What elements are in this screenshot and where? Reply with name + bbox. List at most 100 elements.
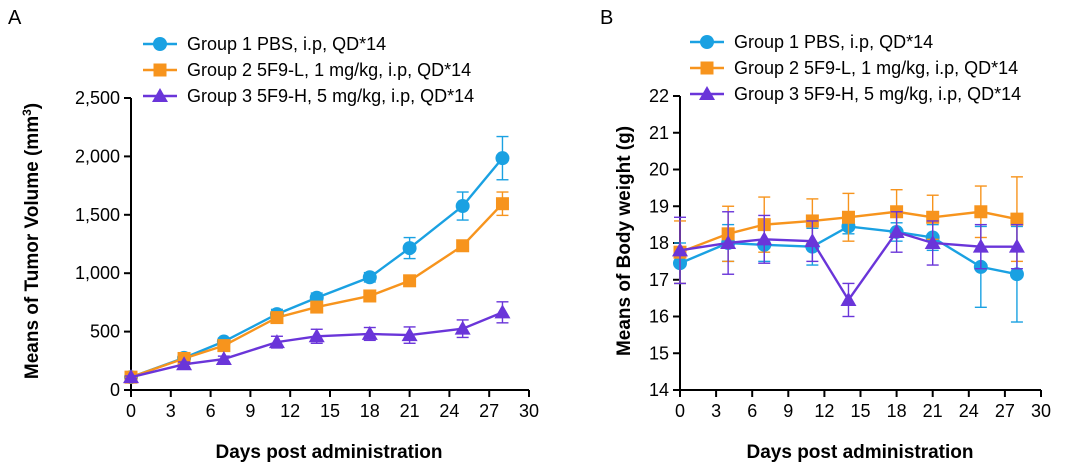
panel-b-x-tick-label: 9 xyxy=(783,401,793,421)
panel-b-y-tick-label: 14 xyxy=(649,380,669,400)
panel-a-x-tick-label: 6 xyxy=(206,401,216,421)
panel-a-data-point xyxy=(217,339,231,353)
panel-a-x-tick-label: 12 xyxy=(280,401,300,421)
panel-b-data-point xyxy=(672,242,688,257)
panel-a-data-point xyxy=(455,199,470,214)
panel-b-series-3 xyxy=(672,211,1025,318)
panel-b-legend-label: Group 3 5F9-H, 5 mg/kg, i.p, QD*14 xyxy=(734,84,1021,104)
panel-b-x-tick-label: 18 xyxy=(887,401,907,421)
panel-b-x-tick-label: 21 xyxy=(923,401,943,421)
panel-b-data-point xyxy=(840,291,857,306)
panel-b-y-tick-label: 20 xyxy=(649,160,669,180)
panel-b-y-tick-label: 15 xyxy=(649,343,669,363)
panel-b-data-point xyxy=(1009,267,1024,282)
panel-a-x-tick-label: 27 xyxy=(479,401,499,421)
panel-a-x-tick-label: 18 xyxy=(360,401,380,421)
panel-b-legend-item-3: Group 3 5F9-H, 5 mg/kg, i.p, QD*14 xyxy=(690,84,1021,104)
panel-a-series-2 xyxy=(124,191,509,384)
panel-b-legend-item-2: Group 2 5F9-L, 1 mg/kg, i.p, QD*14 xyxy=(690,58,1018,78)
panel-a-legend-label: Group 3 5F9-H, 5 mg/kg, i.p, QD*14 xyxy=(187,86,474,106)
panel-a-y-axis-title: Means of Tumor Volume (mm3) xyxy=(20,103,43,379)
panel-a-data-point xyxy=(454,320,471,335)
panel-b-data-point xyxy=(974,205,988,219)
panel-b-data-point xyxy=(841,210,855,224)
panel-a-data-point xyxy=(495,151,510,166)
panel-a-legend-marker xyxy=(153,37,167,51)
panel-a-data-point xyxy=(362,270,377,285)
panel-a-data-point xyxy=(123,369,139,384)
panel-b-y-tick-label: 19 xyxy=(649,196,669,216)
panel-a-x-tick-label: 21 xyxy=(400,401,420,421)
panel-a-x-tick-label: 0 xyxy=(126,401,136,421)
panel-a-x-tick-label: 9 xyxy=(245,401,255,421)
panel-a-y-tick-label: 0 xyxy=(110,380,120,400)
panel-b-x-axis-title: Days post administration xyxy=(747,442,974,463)
panel-a-legend-marker xyxy=(152,88,168,102)
panel-b-data-point xyxy=(804,233,821,248)
panel-a-y-tick-label: 1,500 xyxy=(75,205,120,225)
panel-b-legend-marker xyxy=(700,61,714,75)
panel-a-x-tick-label: 3 xyxy=(166,401,176,421)
panel-b-data-point xyxy=(888,223,905,238)
panel-b-data-point xyxy=(972,238,989,253)
panel-b-series-2 xyxy=(673,176,1024,285)
panel-a-y-axis-title-main: Means of Tumor Volume (mm xyxy=(22,116,43,379)
panel-a-y-tick-label: 500 xyxy=(90,322,120,342)
panel-a-x-tick-label: 30 xyxy=(519,401,539,421)
panel-b-x-tick-label: 15 xyxy=(850,401,870,421)
panel-b-legend-label: Group 2 5F9-L, 1 mg/kg, i.p, QD*14 xyxy=(734,58,1018,78)
panel-a-plot: 0 3 6 9 12 15 18 21 24 27 30 0 500 1,000 1,500 2,000 2,5… xyxy=(75,88,539,421)
panel-b-legend-label: Group 1 PBS, i.p, QD*14 xyxy=(734,32,933,52)
panel-a-series-3 xyxy=(123,301,511,384)
panel-b-legend-item-1: Group 1 PBS, i.p, QD*14 xyxy=(690,32,933,52)
panel-b-x-tick-label: 27 xyxy=(995,401,1015,421)
panel-b-x-tick-label: 30 xyxy=(1031,401,1051,421)
panel-a-series-1 xyxy=(124,135,510,385)
panel-b-x-tick-label: 0 xyxy=(675,401,685,421)
panel-b-y-axis-title: Means of Body weight (g) xyxy=(614,126,635,356)
panel-b-y-tick-label: 18 xyxy=(649,233,669,253)
panel-b-x-tick-label: 3 xyxy=(711,401,721,421)
panel-a-data-point xyxy=(363,289,377,303)
panel-a-data-point xyxy=(270,311,284,325)
panel-a-y-axis-title-end: ) xyxy=(22,103,43,109)
panel-a-data-point xyxy=(361,325,378,340)
panel-b-y-tick-label: 17 xyxy=(649,270,669,290)
panel-b-data-point xyxy=(924,235,941,249)
panel-a-series-1-line xyxy=(130,157,504,379)
panel-a-data-point xyxy=(495,197,509,211)
panel-b-label: B xyxy=(600,7,613,29)
panel-a-legend-label: Group 2 5F9-L, 1 mg/kg, i.p, QD*14 xyxy=(187,60,471,80)
panel-a-data-point xyxy=(401,327,418,342)
panel-a-legend-label: Group 1 PBS, i.p, QD*14 xyxy=(187,34,386,54)
panel-a-data-point xyxy=(308,328,325,343)
panel-a-data-point xyxy=(494,304,511,319)
panel-a-x-axis-title: Days post administration xyxy=(216,442,443,463)
panel-b-data-point xyxy=(1008,238,1025,253)
panel-a-data-point xyxy=(310,300,324,314)
panel-a-data-point xyxy=(456,239,470,253)
panel-a-legend-item-1: Group 1 PBS, i.p, QD*14 xyxy=(143,34,386,54)
panel-a-data-point xyxy=(215,351,232,366)
panel-a-data-point xyxy=(402,241,417,256)
panel-a-legend-item-3: Group 3 5F9-H, 5 mg/kg, i.p, QD*14 xyxy=(143,86,474,106)
panel-a-legend-item-2: Group 2 5F9-L, 1 mg/kg, i.p, QD*14 xyxy=(143,60,471,80)
panel-a-data-point xyxy=(403,274,417,288)
panel-b-legend-marker xyxy=(699,86,715,100)
panel-a-series-2-line xyxy=(130,202,504,379)
panel-a-y-tick-label: 1,000 xyxy=(75,263,120,283)
panel-b-data-point xyxy=(720,235,737,249)
panel-a-tumor-volume: A Group 1 PBS, i.p, QD*14 Group 2 5F9-L, … xyxy=(8,7,539,463)
panel-a-legend-marker xyxy=(153,63,167,77)
panel-b-y-tick-label: 16 xyxy=(649,307,669,327)
panel-a-x-tick-label: 24 xyxy=(439,401,459,421)
panel-b-x-tick-label: 24 xyxy=(959,401,979,421)
panel-b-data-point xyxy=(756,231,773,246)
panel-b-y-tick-label: 21 xyxy=(649,123,669,143)
panel-b-plot: 0 3 6 9 12 15 18 21 24 27 30 14 15 16 17 18 19 20 21 22 xyxy=(649,86,1051,421)
panel-b-x-tick-label: 6 xyxy=(747,401,757,421)
panel-a-legend: Group 1 PBS, i.p, QD*14 Group 2 5F9-L, 1 … xyxy=(143,34,474,106)
panel-a-y-tick-label: 2,500 xyxy=(75,88,120,108)
panel-a-data-point xyxy=(176,356,193,371)
